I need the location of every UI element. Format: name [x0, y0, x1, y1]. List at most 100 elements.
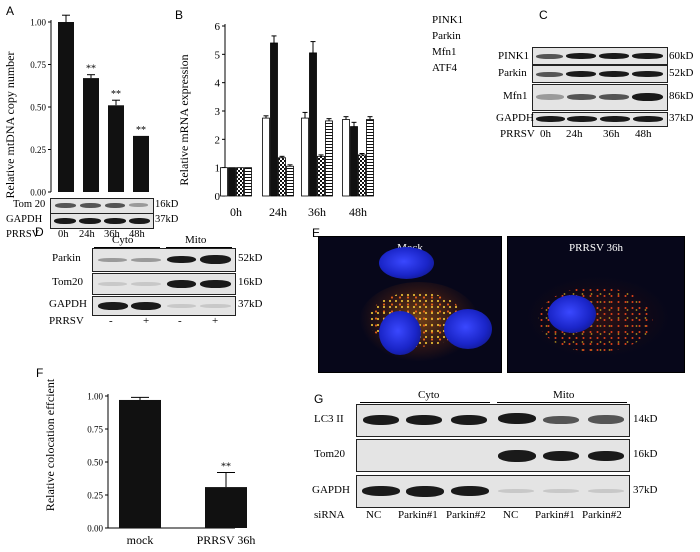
panel-d-blot-tom20	[92, 273, 236, 295]
nucleus	[379, 247, 434, 279]
panel-c-row-size: 86kD	[669, 90, 693, 102]
y-tick-label: 4	[215, 78, 221, 90]
panel-c-blot-pink1	[532, 47, 668, 65]
panel-d-treatment-label: PRRSV	[49, 315, 84, 327]
panel-g-row-size: 14kD	[633, 413, 657, 425]
significance-label: **	[136, 125, 146, 136]
panel-e-image-mock: Mock	[318, 236, 502, 373]
y-axis-label: Relative mRNA expression	[177, 54, 191, 185]
panel-d-lane-label: -	[178, 315, 182, 327]
x-tick-label: 24h	[269, 205, 287, 219]
y-tick-label: 0.50	[30, 103, 46, 113]
panel-g-lane-label: NC	[503, 509, 518, 521]
panel-g-group-underline	[360, 402, 490, 403]
legend-label: PINK1	[432, 14, 463, 26]
panel-d-lane-label: +	[143, 315, 149, 327]
legend-label: Parkin	[432, 30, 461, 42]
panel-g-row-size: 37kD	[633, 484, 657, 496]
y-tick-label: 0.75	[30, 60, 46, 70]
y-tick-label: 0.75	[87, 425, 103, 435]
y-tick-label: 0.00	[87, 524, 103, 534]
ylabel: Relative mRNA expression	[177, 54, 191, 185]
panel-a-blot-tom20	[50, 198, 154, 214]
bar	[271, 43, 278, 196]
panel-c-blot-gapdh	[532, 112, 668, 127]
bar	[351, 127, 358, 196]
significance-label: **	[111, 89, 121, 100]
panel-g-row-label: Tom20	[314, 448, 345, 460]
panel-c-row-size: 60kD	[669, 50, 693, 62]
y-tick-label: 1.00	[87, 392, 103, 402]
x-tick-label: 0h	[230, 205, 242, 219]
panel-g-group-label: Cyto	[418, 389, 439, 401]
y-tick-label: 0.50	[87, 458, 103, 468]
panel-d-blot-parkin	[92, 248, 236, 272]
bar	[229, 168, 236, 196]
bar	[287, 166, 294, 196]
panel-d-blot-gapdh	[92, 296, 236, 316]
y-tick-label: 0	[215, 191, 221, 203]
bar	[279, 158, 286, 196]
legend-label: ATF4	[432, 62, 457, 74]
bar	[318, 156, 325, 196]
panel-d-row-size: 37kD	[238, 298, 262, 310]
panel-c-blot-mfn1	[532, 84, 668, 111]
panel-g-blot-tom20	[356, 439, 630, 472]
ylabel: Relative mtDNA copy number	[3, 52, 17, 199]
y-axis-label: Relative colocation effcient	[43, 378, 57, 511]
panel-d-lane-label: -	[109, 315, 113, 327]
y-tick-label: 1.00	[30, 18, 46, 28]
panel-b-chart: Relative mRNA expression 0 1 2 3 4 5 6 0h 24h 36h…	[172, 0, 382, 230]
panel-f-chart: Relative colocation effcient 0.00 0.25 0.5…	[20, 350, 270, 550]
panel-g-row-size: 16kD	[633, 448, 657, 460]
panel-e-image-title: PRRSV 36h	[508, 242, 684, 254]
y-tick-label: 1	[215, 163, 221, 175]
bar	[302, 118, 309, 196]
significance-label: **	[221, 462, 231, 473]
panel-g-lane-label: NC	[366, 509, 381, 521]
panel-g-treatment-label: siRNA	[314, 509, 345, 521]
panel-c-row-label: PINK1	[498, 50, 529, 62]
panel-a-treatment-label: PRRSV	[6, 229, 39, 240]
bar	[343, 120, 350, 197]
panel-c-treatment-label: PRRSV	[500, 128, 535, 140]
y-tick-label: 5	[215, 49, 221, 61]
panel-g-lane-label: Parkin#2	[582, 509, 622, 521]
bar	[83, 78, 99, 192]
bar	[58, 22, 74, 192]
bar	[119, 400, 161, 528]
panel-g-blot-gapdh	[356, 475, 630, 508]
panel-g-lane-label: Parkin#2	[446, 509, 486, 521]
nucleus	[548, 295, 596, 333]
panel-d-row-label: GAPDH	[49, 298, 87, 310]
y-tick-label: 0.25	[87, 491, 103, 501]
bar	[205, 487, 247, 528]
bar	[359, 155, 366, 196]
bar	[326, 121, 333, 196]
x-tick-label: 48h	[349, 205, 367, 219]
panel-a-lane-label: 0h	[58, 229, 69, 240]
y-axis-label: Relative mtDNA copy number	[3, 52, 17, 199]
y-tick-label: 6	[215, 21, 221, 33]
panel-a-chart: Relative mtDNA copy number 0.00 0.25 0.50 0…	[0, 0, 160, 205]
bar	[108, 105, 124, 192]
panel-c-blot-parkin	[532, 65, 668, 83]
panel-c-row-size: 52kD	[669, 67, 693, 79]
panel-a-blot-gapdh	[50, 213, 154, 229]
panel-g-blot-lc3ii	[356, 404, 630, 437]
bar	[133, 136, 149, 192]
panel-c-row-label: GAPDH	[496, 112, 534, 124]
panel-g-lane-label: Parkin#1	[398, 509, 438, 521]
panel-label-g: G	[314, 392, 323, 406]
panel-c-lane-label: 24h	[566, 128, 583, 140]
panel-label-c: C	[539, 8, 548, 22]
panel-a-row-label: Tom 20	[13, 199, 45, 210]
x-tick-label: 36h	[308, 205, 326, 219]
y-tick-label: 0.25	[30, 145, 46, 155]
bar	[263, 118, 270, 196]
panel-g-group-label: Mito	[553, 389, 574, 401]
panel-c-lane-label: 0h	[540, 128, 551, 140]
y-tick-label: 3	[215, 106, 221, 118]
panel-g-row-label: LC3 II	[314, 413, 344, 425]
panel-g-row-label: GAPDH	[312, 484, 350, 496]
